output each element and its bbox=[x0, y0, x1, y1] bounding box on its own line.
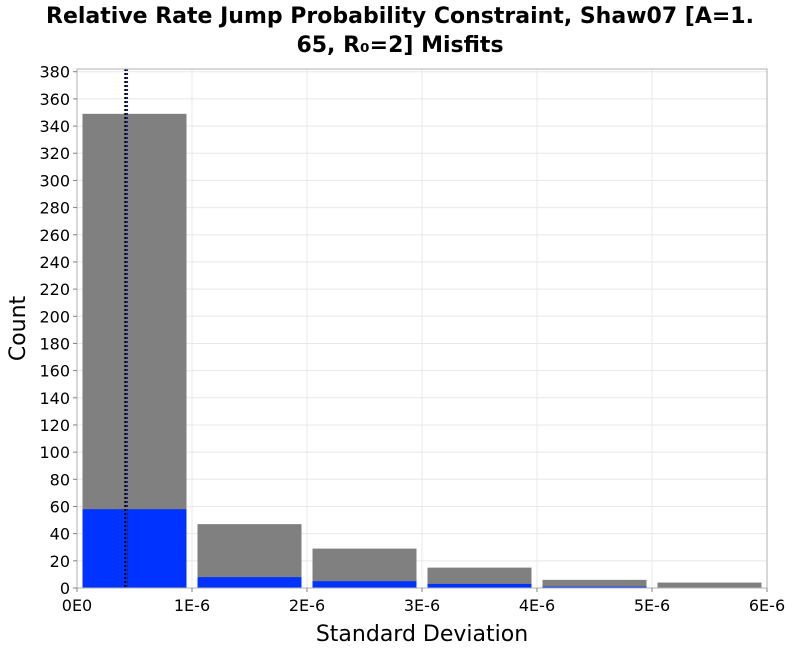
y-axis-ticks: 0 20 40 60 80 100 120 140 160 180 200 220 240 260 280 3… bbox=[39, 63, 77, 598]
y-tick-label: 220 bbox=[39, 280, 70, 299]
x-tick-label: 6E-6 bbox=[749, 596, 785, 615]
y-tick-label: 180 bbox=[39, 334, 70, 353]
bar-all-5 bbox=[657, 582, 762, 588]
y-tick-label: 60 bbox=[50, 497, 70, 516]
y-tick-label: 260 bbox=[39, 226, 70, 245]
x-tick-label: 1E-6 bbox=[174, 596, 210, 615]
y-tick-label: 100 bbox=[39, 443, 70, 462]
x-axis-ticks: 0E0 1E-6 2E-6 3E-6 4E-6 5E-6 6E-6 bbox=[62, 588, 785, 615]
bar-subset-2 bbox=[312, 581, 417, 588]
y-tick-label: 380 bbox=[39, 63, 70, 82]
y-tick-label: 120 bbox=[39, 416, 70, 435]
y-tick-label: 140 bbox=[39, 389, 70, 408]
y-tick-label: 200 bbox=[39, 307, 70, 326]
chart-title: Relative Rate Jump Probability Constrain… bbox=[0, 2, 800, 60]
y-tick-label: 240 bbox=[39, 253, 70, 272]
bar-subset-0 bbox=[82, 509, 187, 588]
reference-lines bbox=[124, 69, 129, 588]
histogram-bars bbox=[82, 113, 762, 588]
bar-subset-4 bbox=[542, 586, 647, 588]
y-tick-label: 360 bbox=[39, 90, 70, 109]
x-tick-label: 5E-6 bbox=[634, 596, 670, 615]
y-axis-label: Count bbox=[6, 295, 31, 361]
x-tick-label: 4E-6 bbox=[519, 596, 555, 615]
x-tick-label: 3E-6 bbox=[404, 596, 440, 615]
y-tick-label: 20 bbox=[50, 552, 70, 571]
grid-lines bbox=[76, 69, 768, 589]
y-tick-label: 40 bbox=[50, 525, 70, 544]
bar-all-0 bbox=[82, 113, 187, 588]
x-tick-label: 2E-6 bbox=[289, 596, 325, 615]
y-tick-label: 80 bbox=[50, 470, 70, 489]
bar-subset-1 bbox=[197, 577, 302, 588]
y-tick-label: 0 bbox=[60, 579, 70, 598]
chart-title-line-2: 65, R₀=2] Misfits bbox=[296, 33, 504, 58]
y-tick-label: 340 bbox=[39, 117, 70, 136]
x-tick-label: 0E0 bbox=[62, 596, 92, 615]
chart-title-line-1: Relative Rate Jump Probability Constrain… bbox=[46, 4, 754, 29]
y-tick-label: 280 bbox=[39, 199, 70, 218]
bar-all-4 bbox=[542, 579, 647, 588]
bar-subset-3 bbox=[427, 583, 532, 588]
x-axis-label: Standard Deviation bbox=[316, 622, 528, 647]
y-tick-label: 300 bbox=[39, 171, 70, 190]
bar-all-3 bbox=[427, 567, 532, 588]
y-tick-label: 160 bbox=[39, 362, 70, 381]
y-tick-label: 320 bbox=[39, 144, 70, 163]
